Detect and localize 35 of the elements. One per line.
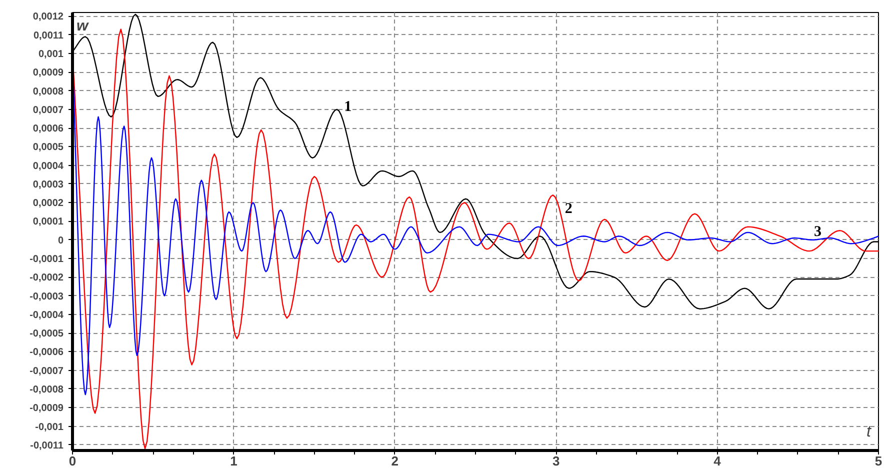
x-tick-label: 3 xyxy=(552,454,560,468)
y-tick-label: -0,001 xyxy=(35,422,64,433)
y-tick-label: -0,0009 xyxy=(30,403,64,414)
y-tick-label: -0,0006 xyxy=(30,347,64,358)
y-tick-label: -0,0007 xyxy=(30,366,64,377)
y-tick-label: 0,0009 xyxy=(32,68,64,79)
y-tick-label: 0,0008 xyxy=(32,86,64,98)
x-tick-label: 4 xyxy=(714,454,722,468)
y-tick-label: 0 xyxy=(58,235,64,246)
x-axis-title: t xyxy=(866,424,872,440)
x-tick-label: 2 xyxy=(391,454,399,468)
y-tick-label: 0,0002 xyxy=(32,198,64,210)
y-tick-label: 0,0011 xyxy=(33,30,64,42)
y-tick-label: 0,0001 xyxy=(32,216,64,228)
series-label: 1 xyxy=(344,99,352,115)
y-tick-label: -0,0004 xyxy=(30,310,64,321)
y-tick-label: -0,0001 xyxy=(30,254,64,266)
y-axis-title: w xyxy=(76,18,90,34)
y-tick-label: -0,0005 xyxy=(30,328,64,340)
y-tick-label: 0,001 xyxy=(38,49,64,60)
y-tick-label: 0,0003 xyxy=(32,179,64,190)
y-tick-label: -0,0011 xyxy=(30,440,64,452)
x-tick-label: 0 xyxy=(68,454,76,468)
x-tick-label: 5 xyxy=(874,454,882,468)
y-tick-label: -0,0003 xyxy=(30,291,64,302)
series-label: 3 xyxy=(814,224,822,240)
series-label: 2 xyxy=(564,201,572,218)
y-tick-label: 0,0005 xyxy=(32,142,64,154)
y-tick-label: 0,0004 xyxy=(32,160,64,172)
y-tick-label: -0,0002 xyxy=(30,272,64,284)
x-tick-label: 1 xyxy=(230,454,238,468)
y-tick-label: 0,0007 xyxy=(32,104,64,116)
y-tick-label: 0,0012 xyxy=(32,12,64,23)
y-tick-label: 0,0006 xyxy=(32,124,64,135)
y-tick-label: -0,0008 xyxy=(30,384,64,396)
